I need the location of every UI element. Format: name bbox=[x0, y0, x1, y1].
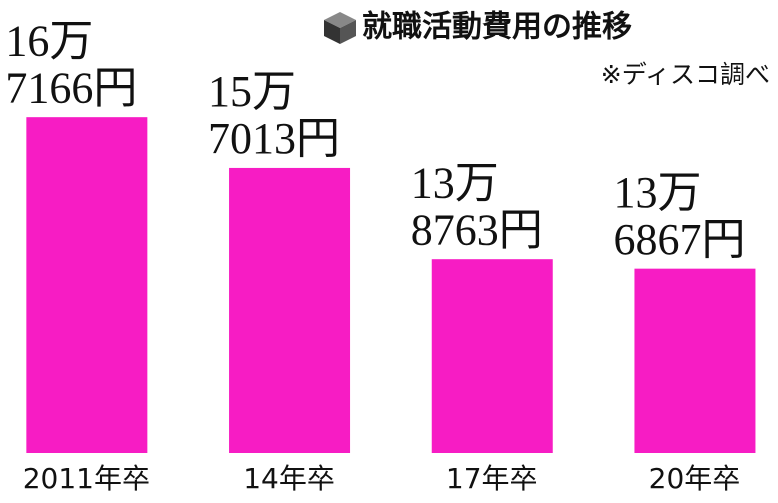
x-tick-label: 17年卒 bbox=[446, 462, 538, 495]
title-icon bbox=[324, 12, 356, 44]
value-label: 13万 bbox=[411, 158, 499, 207]
bar bbox=[431, 259, 553, 453]
value-label: 13万 bbox=[613, 168, 701, 217]
value-label: 7166円 bbox=[5, 63, 137, 112]
value-label: 6867円 bbox=[613, 215, 745, 264]
x-tick-label: 14年卒 bbox=[243, 462, 335, 495]
value-label: 7013円 bbox=[208, 114, 340, 163]
x-tick-label: 2011年卒 bbox=[23, 462, 150, 495]
chart-subtitle: ※ディスコ調べ bbox=[601, 60, 770, 89]
value-label: 16万 bbox=[5, 16, 93, 65]
bar bbox=[634, 268, 756, 453]
chart-title: 就職活動費用の推移 bbox=[362, 10, 632, 45]
value-label: 15万 bbox=[208, 67, 296, 116]
bar bbox=[26, 117, 148, 454]
x-tick-label: 20年卒 bbox=[649, 462, 741, 495]
bar bbox=[229, 167, 351, 453]
value-label: 8763円 bbox=[411, 205, 543, 254]
